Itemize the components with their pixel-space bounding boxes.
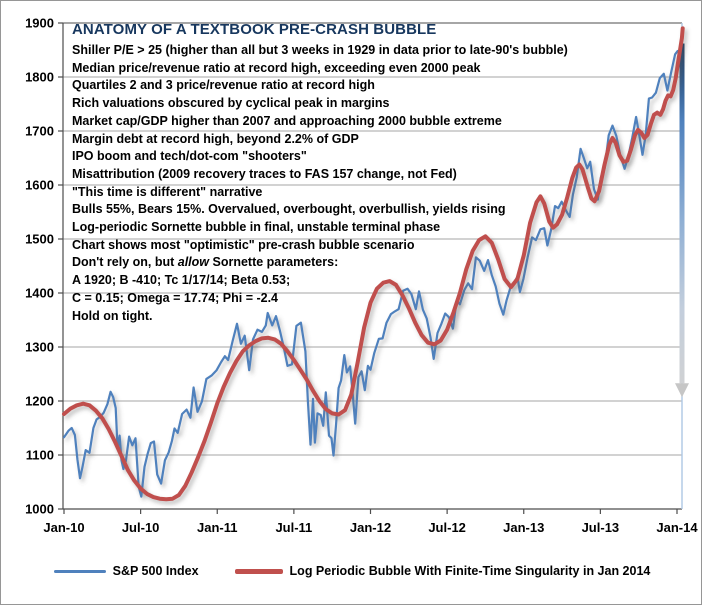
annotation-line: Hold on tight. (72, 308, 153, 323)
annotation-line-sornette: Don't rely on, but allow Sornette parame… (72, 254, 568, 272)
y-tick-label: 1500 (25, 232, 54, 247)
x-tick-label: Jan-13 (503, 520, 544, 535)
annotation-line: A 1920; B -410; Tc 1/17/14; Beta 0.53; (72, 273, 291, 288)
x-tick-label: Jul-10 (122, 520, 160, 535)
y-tick-label: 1400 (25, 286, 54, 301)
y-tick-label: 1300 (25, 340, 54, 355)
annotation-block: Shiller P/E > 25 (higher than all but 3 … (72, 42, 568, 325)
annotation-line: Quartiles 2 and 3 price/revenue ratio at… (72, 78, 375, 93)
x-tick-label: Jul-13 (582, 520, 620, 535)
annotation-line: Market cap/GDP higher than 2007 and appr… (72, 113, 502, 128)
legend-item-log-periodic: Log Periodic Bubble With Finite-Time Sin… (234, 564, 651, 578)
crash-arrow (675, 43, 689, 398)
chart-title: ANATOMY OF A TEXTBOOK PRE-CRASH BUBBLE (72, 21, 437, 38)
gridlines (63, 76, 682, 456)
chart-legend: S&P 500 Index Log Periodic Bubble With F… (1, 564, 701, 578)
x-tick-label: Jan-14 (656, 520, 698, 535)
annotation-italic-word: allow (177, 255, 210, 270)
sp500-line (62, 49, 679, 498)
annotation-text: Sornette parameters: (209, 255, 339, 270)
annotation-line: C = 0.15; Omega = 17.74; Phi = -2.4 (72, 290, 279, 305)
annotation-line: Bulls 55%, Bears 15%. Overvalued, overbo… (72, 202, 506, 217)
y-tick-label: 1100 (26, 448, 54, 463)
log-periodic-line (62, 26, 685, 502)
annotation-line: Median price/revenue ratio at record hig… (72, 60, 481, 75)
x-tick-label: Jan-12 (350, 520, 391, 535)
annotation-line: Margin debt at record high, beyond 2.2% … (72, 131, 359, 146)
x-tick-label: Jan-10 (43, 520, 84, 535)
annotation-line: Rich valuations obscured by cyclical pea… (72, 96, 390, 111)
y-tick-label: 1200 (25, 394, 54, 409)
legend-label-log-periodic: Log Periodic Bubble With Finite-Time Sin… (289, 564, 651, 578)
annotation-text: Don't rely on, but (72, 255, 178, 270)
annotation-line: IPO boom and tech/dot-com "shooters" (72, 149, 307, 164)
x-tick-label: Jan-11 (197, 520, 237, 535)
x-tick-label: Jul-11 (275, 520, 312, 535)
annotation-line: Log-periodic Sornette bubble in final, u… (72, 220, 441, 235)
y-tick-label: 1000 (25, 502, 54, 517)
y-tick-label: 1900 (25, 16, 54, 31)
annotation-line: "This time is different" narrative (72, 184, 263, 199)
legend-label-sp500: S&P 500 Index (112, 564, 199, 578)
annotation-line: Chart shows most "optimistic" pre-crash … (72, 237, 415, 252)
log-periodic-line-swatch (234, 568, 283, 574)
annotation-line: Shiller P/E > 25 (higher than all but 3 … (72, 43, 568, 57)
legend-item-sp500: S&P 500 Index (53, 564, 199, 578)
x-tick-label: Jul-12 (428, 520, 466, 535)
annotation-line: Misattribution (2009 recovery traces to … (72, 166, 457, 181)
y-tick-label: 1600 (25, 178, 54, 193)
sp500-line-swatch (53, 569, 106, 573)
axis-labels: 1000 1100 1200 1300 1400 1500 1600 1700 1800 1900… (25, 16, 698, 536)
y-tick-label: 1800 (25, 70, 54, 85)
y-tick-label: 1700 (25, 124, 54, 139)
